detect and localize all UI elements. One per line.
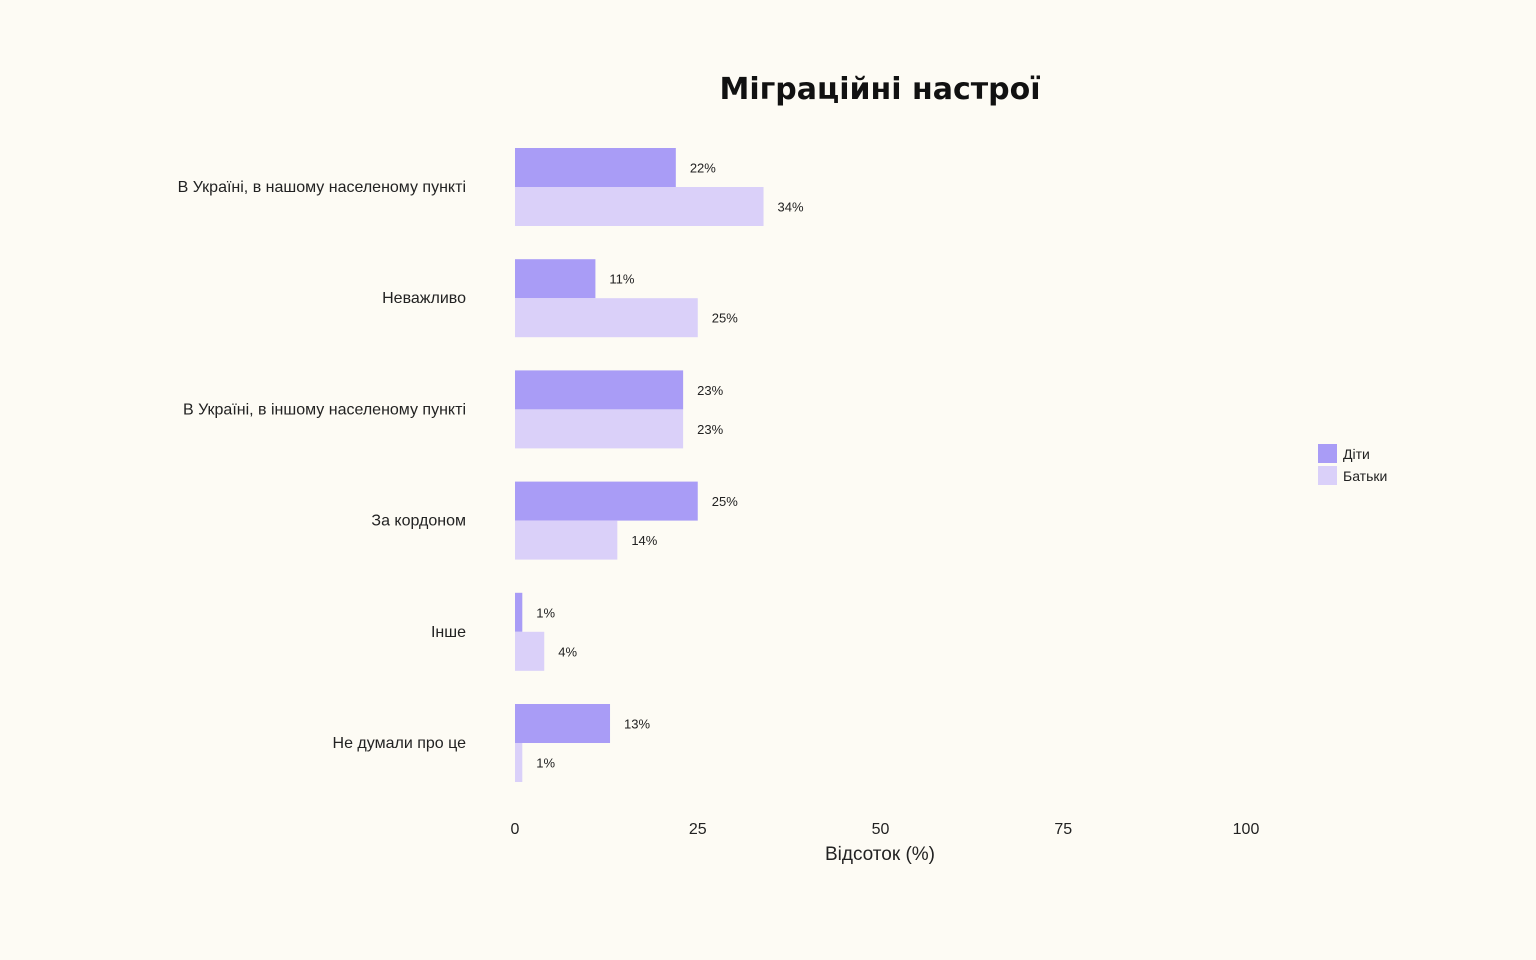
data-label: 25% xyxy=(712,494,738,509)
legend: Діти Батьки xyxy=(1318,444,1387,485)
bar-dity-cat-1 xyxy=(515,259,596,299)
x-tick-label: 100 xyxy=(1233,821,1260,838)
category-label: Інше xyxy=(431,624,466,641)
legend-swatch xyxy=(1318,444,1337,463)
bar-dity-cat-2 xyxy=(515,370,684,410)
data-label: 23% xyxy=(697,422,723,437)
bar-batky-cat-3 xyxy=(515,520,618,560)
data-label: 11% xyxy=(609,272,634,287)
bar-batky-cat-5 xyxy=(515,743,523,782)
bar-batky-cat-1 xyxy=(515,298,698,338)
category-label: За кордоном xyxy=(371,513,466,530)
legend-label: Діти xyxy=(1343,446,1370,462)
bar-batky-cat-4 xyxy=(515,631,545,671)
x-tick-label: 25 xyxy=(689,821,707,838)
category-label: В Україні, в нашому населеному пункті xyxy=(178,179,466,196)
data-label: 4% xyxy=(558,644,577,659)
chart-title: Міграційні настрої xyxy=(719,72,1040,107)
legend-label: Батьки xyxy=(1343,468,1387,484)
x-tick-label: 75 xyxy=(1054,821,1072,838)
bar-batky-cat-0 xyxy=(515,187,764,226)
data-label: 1% xyxy=(536,605,555,620)
category-label: Не думали про це xyxy=(333,735,467,752)
data-label: 25% xyxy=(712,311,738,326)
data-label: 23% xyxy=(697,383,723,398)
bar-dity-cat-4 xyxy=(515,592,523,632)
data-label: 22% xyxy=(690,161,716,176)
x-axis-ticks: 0 25 50 75 100 xyxy=(511,821,1260,838)
x-tick-label: 50 xyxy=(872,821,890,838)
data-label: 34% xyxy=(778,200,804,215)
data-label: 14% xyxy=(631,533,657,548)
category-label: Неважливо xyxy=(382,290,466,307)
bar-dity-cat-3 xyxy=(515,481,698,521)
bar-dity-cat-5 xyxy=(515,704,611,743)
legend-swatch xyxy=(1318,466,1337,485)
category-labels: В Україні, в нашому населеному пункті Нев… xyxy=(178,179,466,752)
bar-dity-cat-0 xyxy=(515,148,676,187)
value-labels: 22% 34% 11% 25% 23% 23% 25% 14% 1% 4% 13% 1% xyxy=(536,161,804,771)
data-label: 1% xyxy=(536,756,555,771)
category-label: В Україні, в іншому населеному пункті xyxy=(183,401,466,418)
x-tick-label: 0 xyxy=(511,821,520,838)
bar-batky-cat-2 xyxy=(515,409,684,449)
x-axis-title: Відсоток (%) xyxy=(825,844,935,865)
bars-layer xyxy=(515,148,764,782)
data-label: 13% xyxy=(624,717,650,732)
